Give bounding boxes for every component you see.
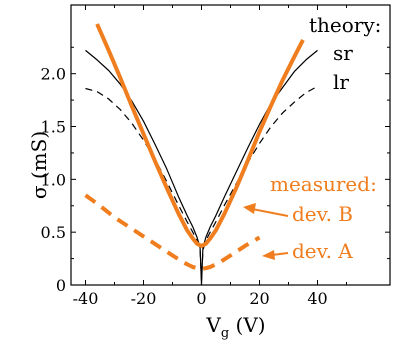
x-tick-label: 0 xyxy=(196,289,206,308)
x-tick-label: 20 xyxy=(249,289,269,308)
series-line-measured-solid xyxy=(95,23,305,248)
series-line-theory-solid xyxy=(85,49,318,286)
y-tick-label: 0.5 xyxy=(41,223,66,242)
annotation-sr: sr xyxy=(333,41,353,65)
arrow-dev-a-head xyxy=(262,250,275,260)
y-tick-label: 2.0 xyxy=(41,65,66,84)
series-line-theory-dashed xyxy=(85,85,318,281)
series-layer xyxy=(84,23,318,286)
arrow-dev-a-shaft xyxy=(271,252,289,256)
x-tick-label: 40 xyxy=(307,289,327,308)
y-tick-label: 0 xyxy=(56,276,66,295)
x-axis-label-unit: (V) xyxy=(229,313,265,337)
arrow-dev-b-shaft xyxy=(251,208,289,217)
x-axis-label-subscript: g xyxy=(221,326,229,341)
annotation-lr: lr xyxy=(333,70,349,94)
x-tick-label: -20 xyxy=(131,289,157,308)
y-axis-label: σ (mS) xyxy=(27,131,51,199)
x-tick-label: -40 xyxy=(73,289,99,308)
series-line-measured-dashed xyxy=(84,193,261,272)
annotation-dev-a: dev. A xyxy=(292,239,353,263)
annotation-measured: measured: xyxy=(270,172,377,196)
x-axis-label: Vg (V) xyxy=(205,313,265,341)
y-tick-label: 1.0 xyxy=(41,170,66,189)
annotation-dev-b: dev. B xyxy=(292,202,353,226)
annotation-theory: theory: xyxy=(309,13,381,37)
x-axis-label-main: V xyxy=(205,313,221,337)
y-tick-label: 1.5 xyxy=(41,118,66,137)
arrow-dev-b-head xyxy=(243,203,256,214)
axes-layer: -40 -20 0 20 40 0 0.5 1.0 1.5 2.0 xyxy=(41,4,391,308)
